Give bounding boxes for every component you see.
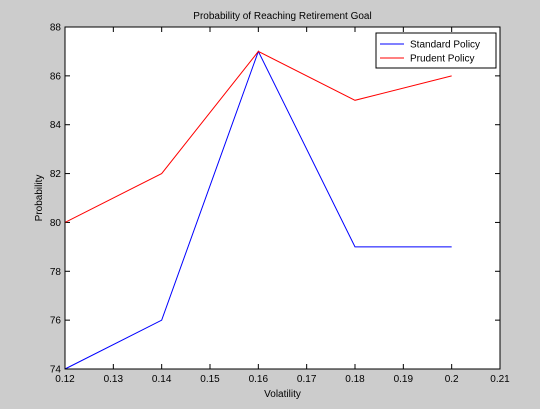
legend-box xyxy=(375,32,497,69)
y-tick-label: 78 xyxy=(50,267,62,278)
plot-frame xyxy=(64,26,501,370)
x-tick-label: 0.2 xyxy=(445,374,459,385)
series-lines xyxy=(64,50,452,370)
x-tick-label: 0.12 xyxy=(55,374,75,385)
x-axis-label: Volatility xyxy=(264,389,301,400)
y-tick-label: 82 xyxy=(50,169,62,180)
legend: Standard Policy Prudent Policy xyxy=(375,32,497,69)
legend-label-prudent-policy: Prudent Policy xyxy=(410,54,474,65)
x-tick-label: 0.18 xyxy=(345,374,365,385)
x-tick-label: 0.13 xyxy=(104,374,124,385)
plot-area xyxy=(65,27,500,369)
x-tick-label: 0.19 xyxy=(394,374,414,385)
y-axis-label: Probability xyxy=(34,175,45,222)
y-tick-label: 80 xyxy=(50,218,62,229)
y-tick-label: 88 xyxy=(50,23,62,34)
y-tick-label: 84 xyxy=(50,120,62,131)
x-tick-label: 0.14 xyxy=(152,374,172,385)
y-tick-label: 86 xyxy=(50,71,62,82)
x-tick-label: 0.17 xyxy=(297,374,317,385)
y-tick-label: 74 xyxy=(50,365,62,376)
y-tick-label: 76 xyxy=(50,316,62,327)
x-tick-label: 0.15 xyxy=(200,374,220,385)
legend-label-standard-policy: Standard Policy xyxy=(410,40,480,51)
chart-title: Probability of Reaching Retirement Goal xyxy=(193,11,371,22)
x-tick-label: 0.21 xyxy=(490,374,510,385)
x-tick-label: 0.16 xyxy=(249,374,269,385)
series-line-prudent-policy xyxy=(64,50,452,223)
